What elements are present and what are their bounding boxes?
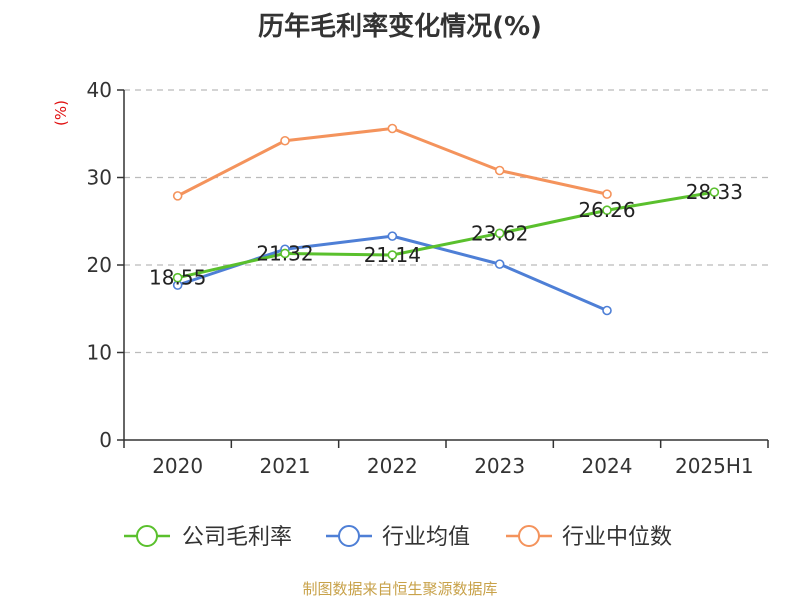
industry-median-line [176,127,608,198]
industry-median-point [494,165,505,176]
industry-average-point [387,231,398,241]
chart-title: 历年毛利率变化情况(%) [258,12,542,42]
y-tick-label: 10 [87,341,112,365]
data-source-note: 制图数据来自恒生聚源数据库 [302,580,498,598]
industry-median-point [602,189,612,199]
legend-industry-median-label: 行业中位数 [562,525,672,550]
company-margin-point [387,250,398,260]
y-tick-label: 30 [87,166,112,190]
company-margin-data-label: 18.55 [149,266,206,290]
legend-company-margin-label: 公司毛利率 [182,525,292,550]
company-margin-line [177,190,715,280]
industry-average-point [602,305,612,316]
x-tick-label: 2020 [152,454,203,478]
company-margin-data-label: 21.14 [364,243,421,267]
y-tick-label: 0 [99,428,112,452]
industry-median-point [387,123,398,134]
industry-median-point [280,135,290,146]
company-margin-data-label: 21.32 [256,241,313,265]
legend-industry-median-marker [518,525,540,547]
x-tick-label: 2025H1 [675,454,754,478]
company-margin-point [280,248,290,259]
company-margin-data-label: 26.26 [578,198,635,222]
x-tick-label: 2021 [260,454,311,478]
company-margin-point [602,205,612,216]
company-margin-data-label: 23.62 [471,221,528,245]
company-margin-data-label: 28.33 [686,180,743,204]
y-tick-label: 40 [87,78,112,102]
chart-legend: 公司毛利率 行业均值 行业中位数 [124,525,672,550]
x-tick-label: 2022 [367,454,418,478]
x-tick-label: 2024 [582,454,633,478]
legend-industry-average-label: 行业均值 [382,525,470,550]
company-margin-point [494,228,505,239]
legend-company-margin-marker [136,525,158,547]
legend-industry-average-marker [338,525,360,547]
industry-average-point [494,259,505,269]
y-tick-label: 20 [87,253,112,277]
industry-median-point [172,191,183,201]
company-margin-point [709,187,720,197]
company-margin-point [172,272,183,283]
x-tick-label: 2023 [474,454,525,478]
